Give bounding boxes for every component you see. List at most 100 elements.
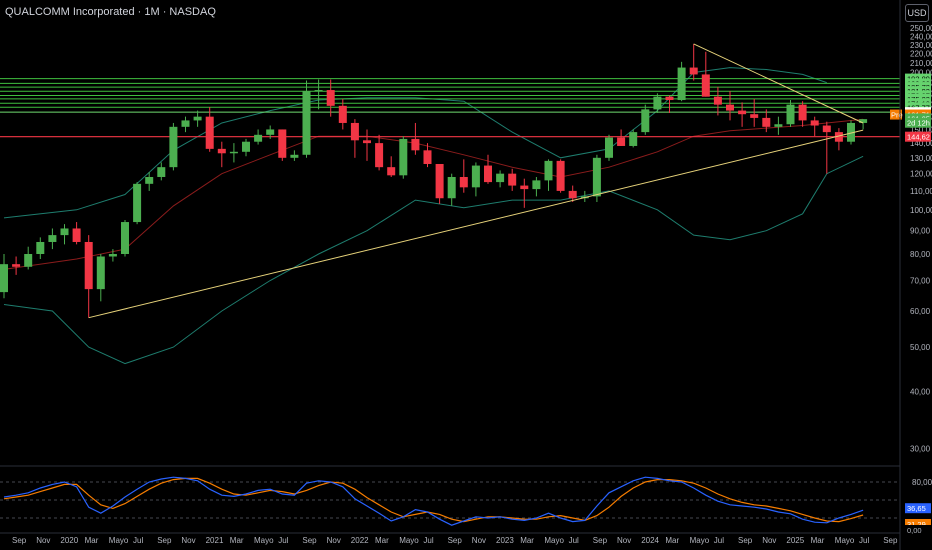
candle-body — [84, 241, 93, 290]
candle-body — [290, 154, 299, 158]
trendlines — [88, 43, 864, 319]
candle-body — [108, 253, 117, 257]
x-tick-label: Sep — [593, 536, 608, 545]
candle-body — [447, 176, 456, 199]
candle-body — [157, 167, 166, 177]
x-tick-label: Jul — [569, 536, 579, 545]
y-tick-label: 90,00 — [910, 227, 931, 236]
candle-body — [96, 256, 105, 290]
x-tick-label: Mar — [375, 536, 389, 545]
y-tick-label: 80,00 — [910, 250, 931, 259]
x-tick-label: Nov — [617, 536, 631, 545]
y-tick-label: 220,00 — [910, 50, 932, 59]
candle-body — [786, 104, 795, 125]
candle-body — [641, 109, 650, 133]
candle-body — [653, 96, 662, 110]
candle-body — [387, 167, 396, 176]
candle-body — [471, 165, 480, 188]
candle-body — [217, 148, 226, 154]
candle-body — [302, 91, 311, 155]
candle-body — [338, 105, 347, 123]
y-tick-label: 40,00 — [910, 387, 931, 396]
candle-body — [774, 124, 783, 127]
candle-body — [24, 253, 33, 267]
trendline-1 — [693, 43, 864, 124]
candle-body — [375, 143, 384, 168]
stoch-tag-bg — [905, 503, 931, 514]
pre-market-badge — [890, 109, 902, 120]
x-tick-label: 2022 — [351, 536, 369, 545]
x-tick-label: Mayo — [254, 536, 274, 545]
y-tick-label: 100,00 — [910, 206, 932, 215]
chart-title: QUALCOMM Incorporated · 1M · NASDAQ — [5, 6, 216, 18]
candle-body — [822, 125, 831, 133]
candle-body — [121, 222, 129, 254]
candle-body — [556, 160, 565, 191]
candle-body — [726, 104, 734, 111]
price-tag-bg — [905, 131, 931, 142]
candle-body — [350, 122, 359, 141]
y-tick-label: 240,00 — [910, 32, 932, 41]
candle-body — [242, 141, 250, 152]
candle-body — [592, 157, 601, 197]
price-tag-label: 2d 12h — [907, 119, 930, 128]
candle-body — [278, 129, 287, 158]
y-tick-label: 150,00 — [910, 125, 932, 134]
x-tick-label: Mayo — [399, 536, 419, 545]
x-tick-label: Mar — [230, 536, 244, 545]
candle-body — [629, 132, 638, 146]
candle-body — [205, 116, 214, 149]
y-tick-label: 50,00 — [910, 343, 931, 352]
candle-body — [677, 67, 686, 101]
candle-body — [181, 120, 190, 127]
candle-body — [847, 122, 855, 142]
stoch-tick-80: 80,00 — [912, 478, 932, 487]
candle-body — [314, 90, 323, 92]
candle-body — [229, 151, 238, 154]
time-axis[interactable]: Sep Nov 2020 Mar Mayo Jul Sep Nov 2021 Mar Mayo Jul… — [12, 536, 898, 545]
candle-body — [169, 126, 178, 168]
candle-body — [750, 114, 759, 118]
candle-body — [133, 183, 142, 223]
x-tick-label: Sep — [883, 536, 898, 545]
candle-body — [496, 173, 505, 183]
candle-body — [266, 129, 275, 135]
candle-body — [834, 132, 843, 142]
x-tick-label: Nov — [762, 536, 776, 545]
horizontal-levels — [0, 78, 900, 138]
candle-body — [48, 235, 57, 242]
x-tick-label: Sep — [738, 536, 753, 545]
price-tag-bg — [905, 117, 931, 128]
x-tick-label: Mayo — [544, 536, 564, 545]
stoch-tag-bg — [905, 519, 931, 529]
candle-body — [701, 74, 710, 97]
candle-body — [520, 185, 529, 190]
candle-body — [810, 120, 819, 126]
basis-line — [3, 118, 864, 270]
x-tick-label: 2020 — [60, 536, 78, 545]
y-tick-label: 130,00 — [910, 154, 932, 163]
x-tick-label: 2024 — [641, 536, 659, 545]
candle-body — [605, 137, 613, 158]
candle-body — [0, 264, 8, 293]
candle-body — [798, 104, 807, 121]
y-tick-label: 30,00 — [910, 444, 931, 453]
candle-body — [254, 134, 263, 142]
y-tick-label: 70,00 — [910, 276, 931, 285]
candle-body — [617, 137, 626, 146]
stoch-tag-label: 36,65 — [907, 504, 926, 513]
y-tick-label: 200,00 — [910, 68, 932, 77]
candlesticks — [0, 43, 868, 318]
currency-badge[interactable]: USD — [905, 4, 929, 22]
x-tick-label: Mayo — [109, 536, 129, 545]
candle-body — [145, 176, 154, 184]
stoch-d-line — [3, 477, 864, 523]
x-tick-label: Jul — [423, 536, 433, 545]
x-tick-label: 2021 — [206, 536, 224, 545]
x-tick-label: 2025 — [786, 536, 804, 545]
candle-body — [544, 160, 553, 181]
candle-body — [665, 96, 674, 101]
x-tick-label: Sep — [448, 536, 463, 545]
